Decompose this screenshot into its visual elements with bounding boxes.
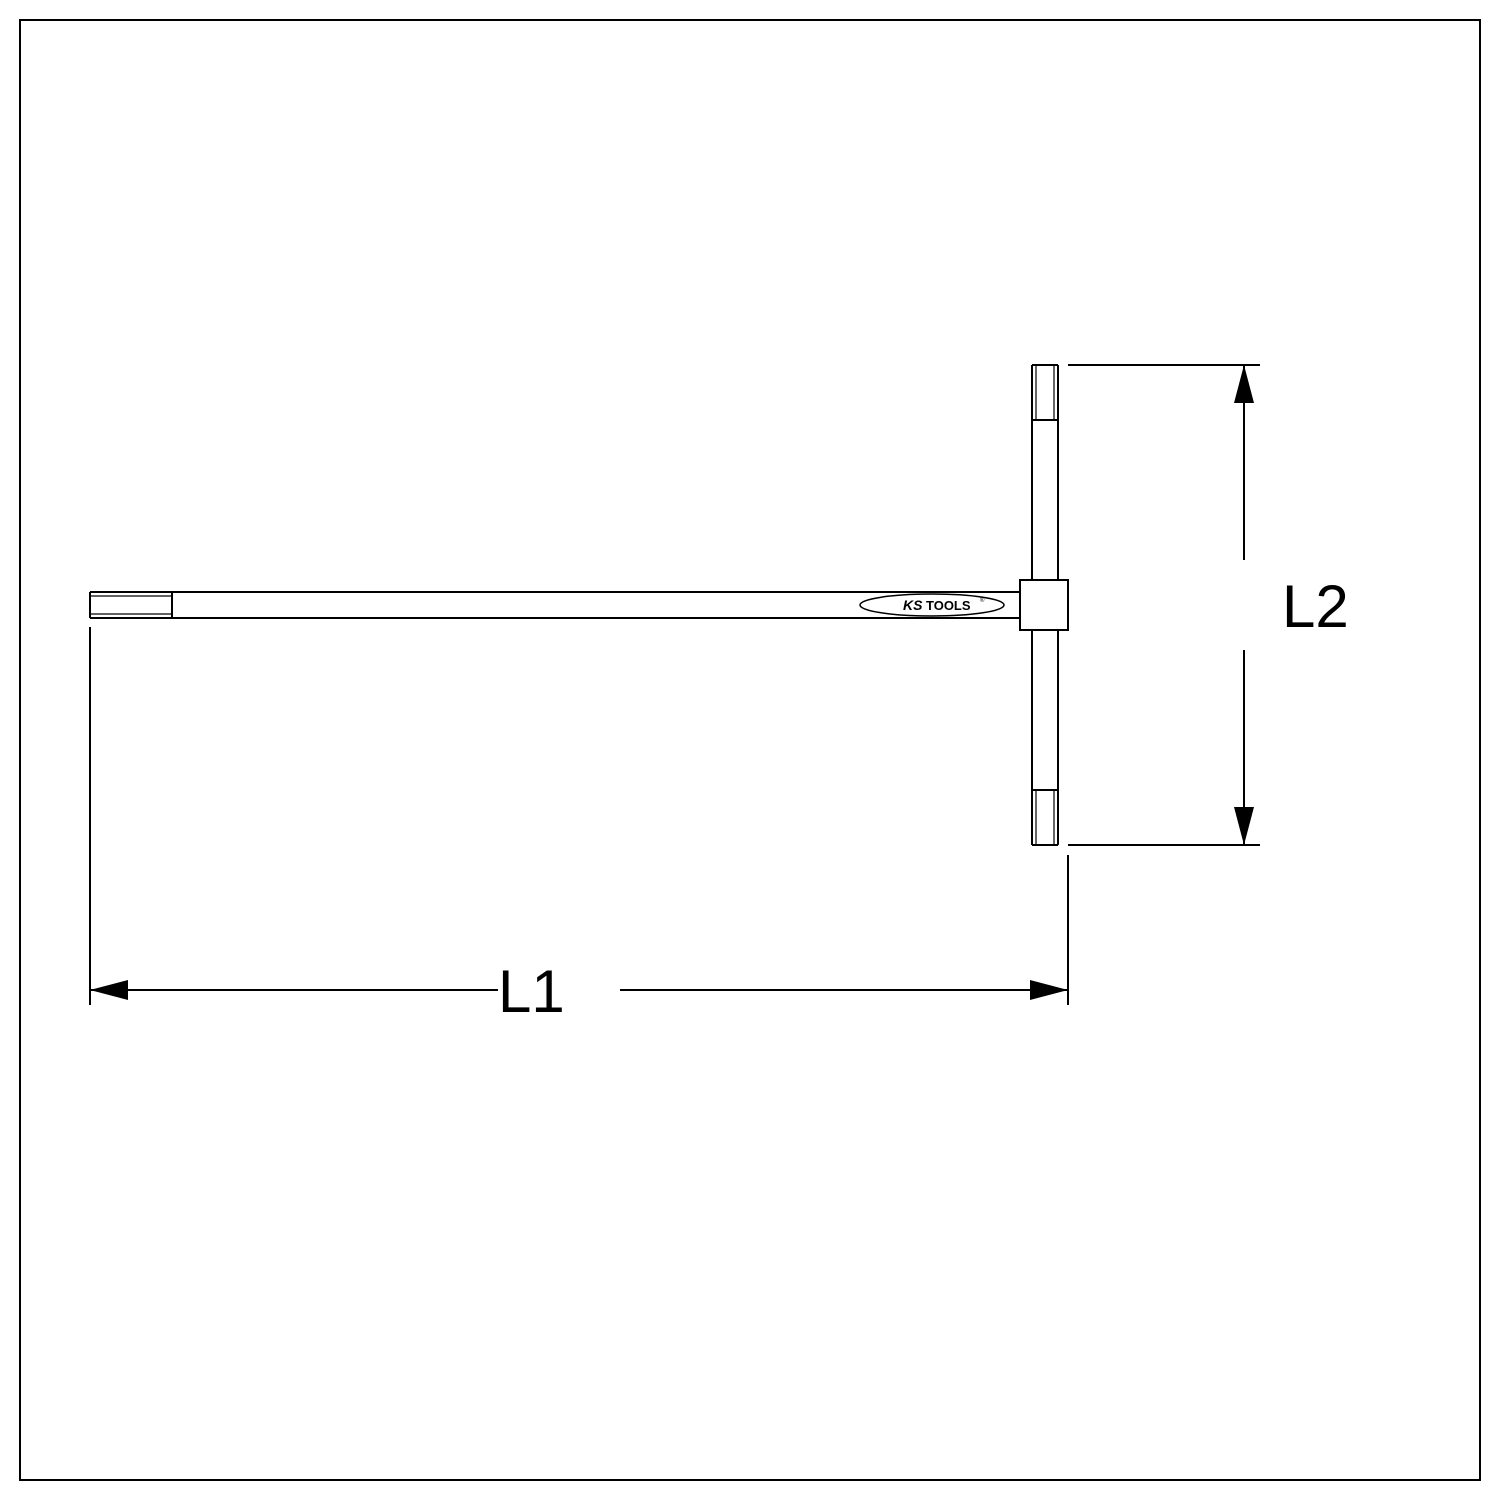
diagram-canvas: KS TOOLS ® L1 L2 <box>0 0 1500 1500</box>
brand-ks-text: KS <box>903 597 923 613</box>
l1-arrow-right <box>1030 980 1068 1000</box>
brand-tools-text: TOOLS <box>926 598 971 613</box>
hub-block <box>1020 580 1068 630</box>
l1-label: L1 <box>498 957 565 1026</box>
diagram-svg: KS TOOLS ® <box>0 0 1500 1500</box>
l1-arrow-left <box>90 980 128 1000</box>
l2-arrow-bot <box>1234 807 1254 845</box>
l2-label: L2 <box>1282 572 1349 641</box>
frame-rect <box>20 20 1480 1480</box>
brand-reg: ® <box>980 597 985 604</box>
l2-arrow-top <box>1234 365 1254 403</box>
